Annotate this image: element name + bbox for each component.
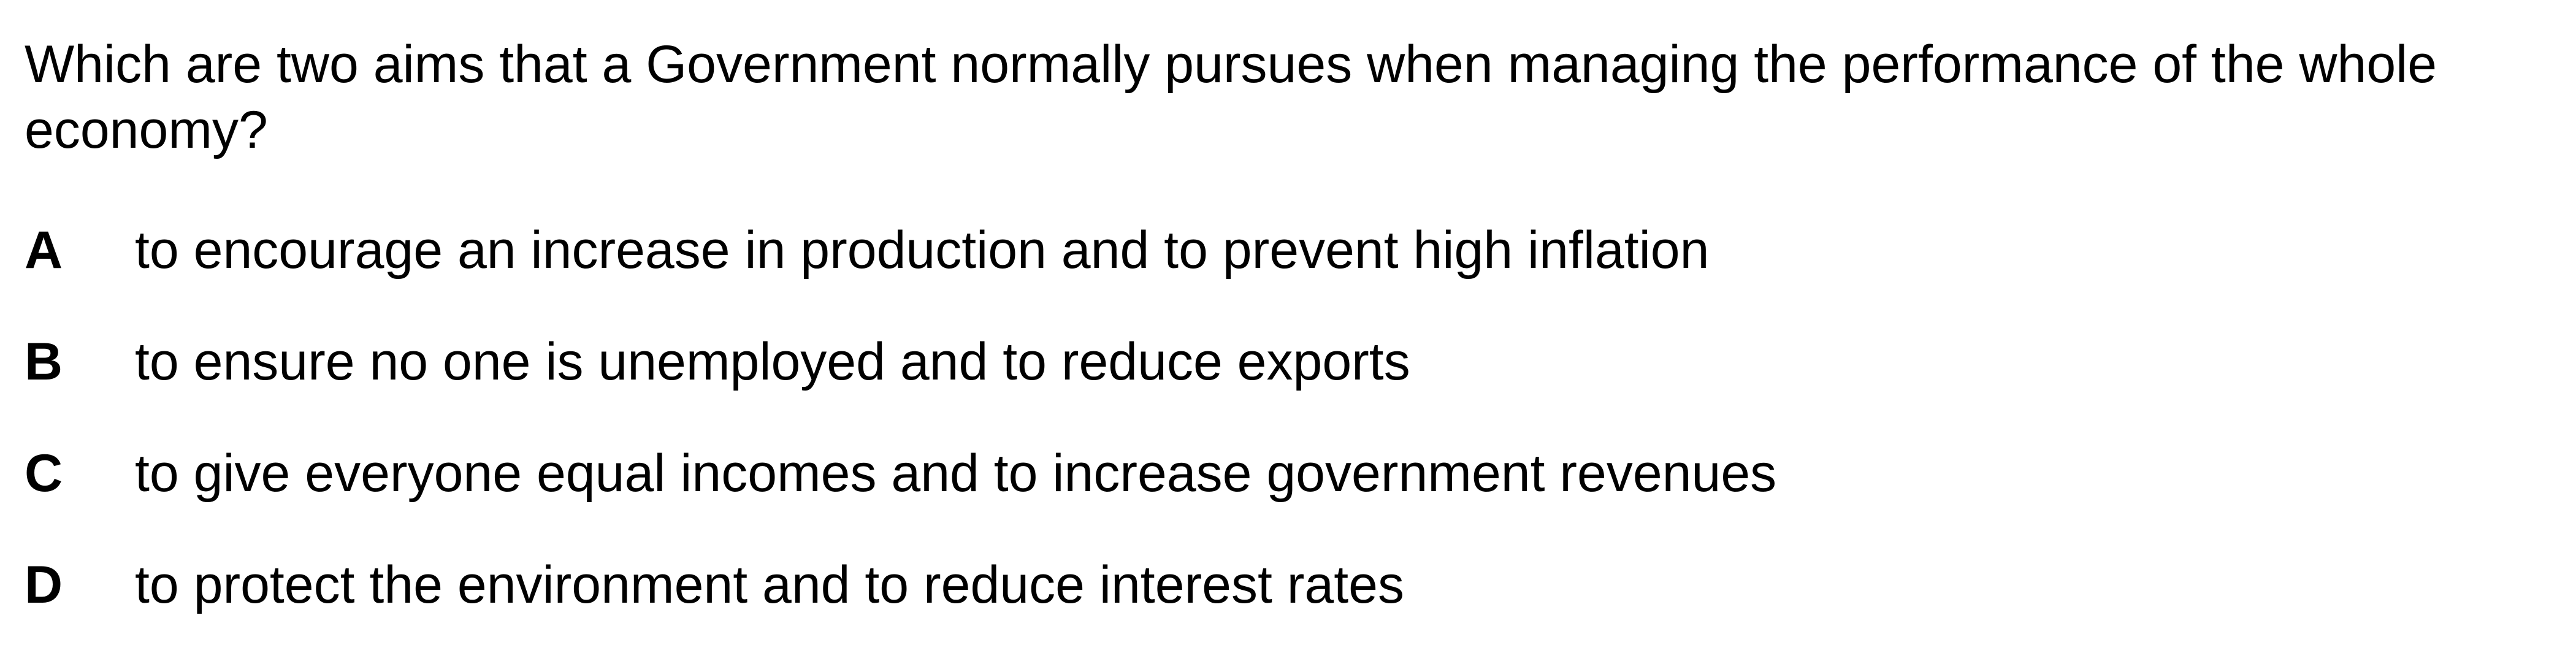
option-text: to give everyone equal incomes and to in… [135,444,1777,503]
option-letter: B [25,332,63,391]
option-b[interactable]: B to ensure no one is unemployed and to … [25,329,1776,441]
option-letter: C [25,444,63,503]
option-text: to encourage an increase in production a… [135,221,1710,280]
question-page: Which are two aims that a Government nor… [25,35,2437,614]
answer-options: A to encourage an increase in production… [25,218,1776,664]
option-text: to protect the environment and to reduce… [135,555,1404,614]
option-c[interactable]: C to give everyone equal incomes and to … [25,441,1776,552]
option-a[interactable]: A to encourage an increase in production… [25,218,1776,329]
option-letter: A [25,221,63,280]
option-text: to ensure no one is unemployed and to re… [135,332,1410,391]
option-d[interactable]: D to protect the environment and to redu… [25,552,1776,664]
option-letter: D [25,555,63,614]
question-text: Which are two aims that a Government nor… [25,35,2437,159]
